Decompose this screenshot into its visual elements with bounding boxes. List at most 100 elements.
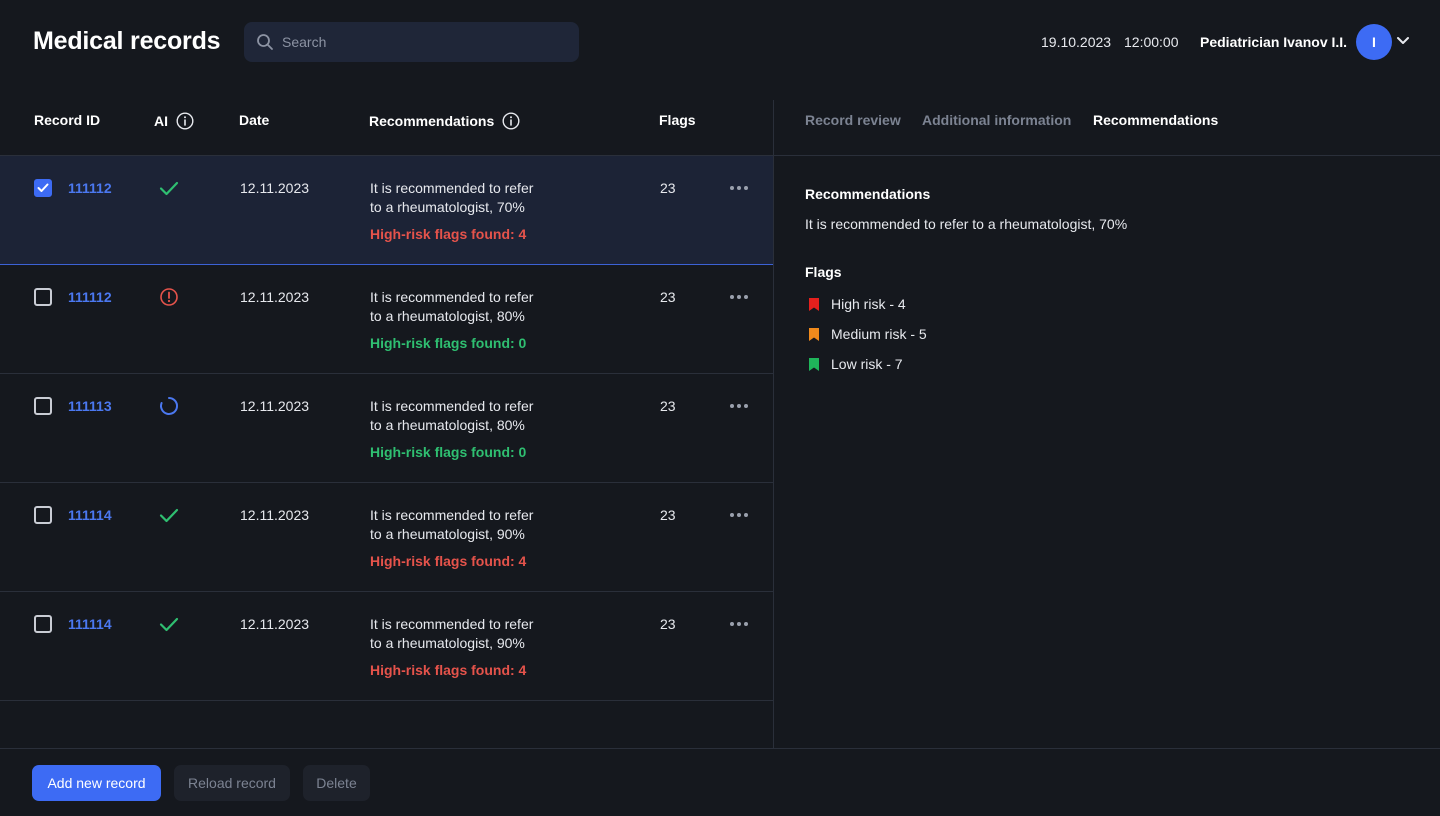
row-checkbox[interactable] (34, 288, 52, 306)
tabs-divider (773, 155, 1440, 156)
recommendation-line: It is recommended to refer (370, 507, 534, 523)
row-checkbox[interactable] (34, 506, 52, 524)
record-date: 12.11.2023 (240, 507, 310, 523)
recommendation-text: It is recommended to refer to a rheumato… (370, 506, 570, 544)
recommendation-line: It is recommended to refer (370, 289, 534, 305)
record-id-link[interactable]: 111113 (68, 398, 112, 414)
recommendation-text: It is recommended to refer to a rheumato… (370, 179, 570, 217)
column-ai[interactable]: AI (154, 112, 194, 130)
flags-count: 23 (660, 507, 676, 523)
column-label: Record ID (34, 112, 101, 128)
record-date: 12.11.2023 (240, 289, 310, 305)
row-checkbox[interactable] (34, 179, 52, 197)
bookmark-flag-icon (809, 357, 819, 371)
more-options-icon[interactable] (729, 619, 749, 629)
column-recommendations[interactable]: Recommendations (369, 112, 520, 130)
recommendation-line: to a rheumatologist, 90% (370, 526, 525, 542)
record-date: 12.11.2023 (240, 616, 310, 632)
risk-summary: High-risk flags found: 0 (370, 444, 527, 460)
risk-summary: High-risk flags found: 0 (370, 335, 527, 351)
check-icon (159, 508, 179, 523)
flags-count: 23 (660, 398, 676, 414)
add-record-button[interactable]: Add new record (32, 765, 161, 801)
current-time: 12:00:00 (1124, 34, 1179, 50)
risk-summary: High-risk flags found: 4 (370, 226, 527, 242)
recommendation-text: It is recommended to refer to a rheumato… (370, 288, 570, 326)
record-id-link[interactable]: 111114 (68, 616, 112, 632)
bookmark-flag-icon (809, 327, 819, 341)
column-label: Flags (659, 112, 696, 128)
flags-heading: Flags (805, 264, 842, 280)
recommendation-line: It is recommended to refer (370, 398, 534, 414)
recommendation-line: It is recommended to refer (370, 616, 534, 632)
flags-count: 23 (660, 289, 676, 305)
recommendation-line: It is recommended to refer (370, 180, 534, 196)
bookmark-flag-icon (809, 297, 819, 311)
avatar[interactable]: I (1356, 24, 1392, 60)
risk-summary: High-risk flags found: 4 (370, 553, 527, 569)
tab-additional-information[interactable]: Additional information (922, 112, 1072, 128)
row-checkbox[interactable] (34, 397, 52, 415)
record-id-link[interactable]: 111112 (68, 180, 112, 196)
column-label: AI (154, 113, 168, 129)
flag-label: Low risk - 7 (831, 356, 903, 372)
info-icon[interactable] (502, 112, 520, 130)
table-row[interactable]: 111112 12.11.2023 It is recommended to r… (0, 156, 773, 265)
recommendation-line: to a rheumatologist, 80% (370, 417, 525, 433)
recommendation-line: to a rheumatologist, 70% (370, 199, 525, 215)
row-checkbox[interactable] (34, 615, 52, 633)
recommendations-heading: Recommendations (805, 186, 931, 202)
panel-divider (773, 100, 774, 748)
flags-count: 23 (660, 180, 676, 196)
alert-icon (160, 288, 178, 306)
table-header: Record ID AI Date Recommendations Flags (0, 84, 773, 156)
more-options-icon[interactable] (729, 183, 749, 193)
tab-recommendations[interactable]: Recommendations (1093, 112, 1219, 128)
current-date: 19.10.2023 (1041, 34, 1112, 50)
recommendation-line: to a rheumatologist, 80% (370, 308, 525, 324)
column-flags[interactable]: Flags (659, 112, 696, 128)
table-row[interactable]: 111112 12.11.2023 It is recommended to r… (0, 265, 773, 374)
recommendations-text: It is recommended to refer to a rheumato… (805, 216, 1128, 232)
recommendation-text: It is recommended to refer to a rheumato… (370, 615, 570, 653)
search-input[interactable] (282, 22, 567, 62)
check-icon (159, 617, 179, 632)
recommendation-text: It is recommended to refer to a rheumato… (370, 397, 570, 435)
flag-label: Medium risk - 5 (831, 326, 927, 342)
loading-icon (160, 397, 178, 415)
user-name[interactable]: Pediatrician Ivanov I.I. (1200, 34, 1348, 50)
info-icon[interactable] (176, 112, 194, 130)
flag-low-risk: Low risk - 7 (809, 356, 903, 372)
column-label: Date (239, 112, 270, 128)
record-date: 12.11.2023 (240, 398, 310, 414)
recommendation-line: to a rheumatologist, 90% (370, 635, 525, 651)
risk-summary: High-risk flags found: 4 (370, 662, 527, 678)
column-record-id[interactable]: Record ID (34, 112, 100, 128)
flag-medium-risk: Medium risk - 5 (809, 326, 927, 342)
top-bar: Medical records 19.10.2023 12:00:00 Pedi… (0, 0, 1440, 84)
checkmark-icon (37, 183, 49, 192)
table-row[interactable]: 111114 12.11.2023 It is recommended to r… (0, 483, 773, 592)
search-icon (257, 34, 273, 50)
chevron-down-icon[interactable] (1396, 36, 1410, 46)
record-id-link[interactable]: 111112 (68, 289, 112, 305)
check-icon (159, 181, 179, 196)
reload-record-button[interactable]: Reload record (174, 765, 290, 801)
table-row[interactable]: 111113 12.11.2023 It is recommended to r… (0, 374, 773, 483)
more-options-icon[interactable] (729, 292, 749, 302)
page-title: Medical records (33, 27, 221, 55)
table-row[interactable]: 111114 12.11.2023 It is recommended to r… (0, 592, 773, 701)
search-box[interactable] (244, 22, 579, 62)
more-options-icon[interactable] (729, 401, 749, 411)
flag-label: High risk - 4 (831, 296, 906, 312)
column-date[interactable]: Date (239, 112, 269, 128)
footer-bar: Add new record Reload record Delete (0, 748, 1440, 816)
flag-high-risk: High risk - 4 (809, 296, 906, 312)
flags-count: 23 (660, 616, 676, 632)
tab-record-review[interactable]: Record review (805, 112, 901, 128)
record-date: 12.11.2023 (240, 180, 310, 196)
delete-button[interactable]: Delete (303, 765, 370, 801)
column-label: Recommendations (369, 113, 495, 129)
record-id-link[interactable]: 111114 (68, 507, 112, 523)
more-options-icon[interactable] (729, 510, 749, 520)
